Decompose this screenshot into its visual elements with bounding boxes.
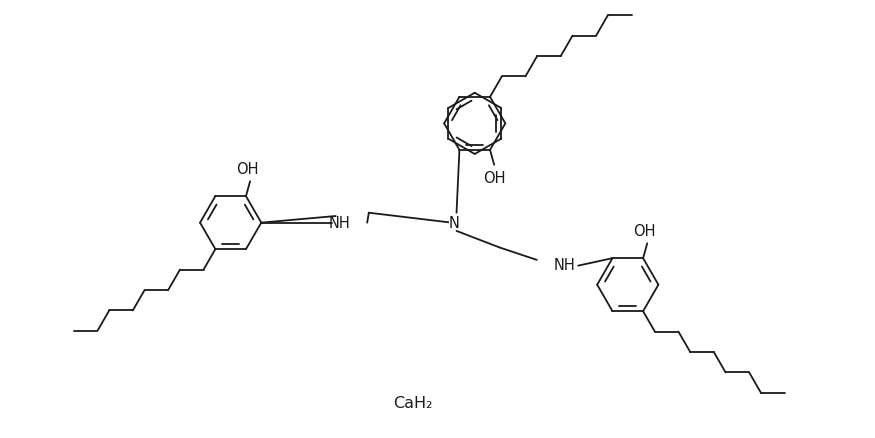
- Text: OH: OH: [634, 224, 656, 239]
- Text: N: N: [449, 215, 459, 231]
- Text: OH: OH: [236, 162, 259, 177]
- Text: OH: OH: [483, 170, 506, 185]
- Text: NH: NH: [553, 257, 575, 272]
- Text: CaH₂: CaH₂: [393, 395, 432, 410]
- Text: NH: NH: [329, 215, 351, 231]
